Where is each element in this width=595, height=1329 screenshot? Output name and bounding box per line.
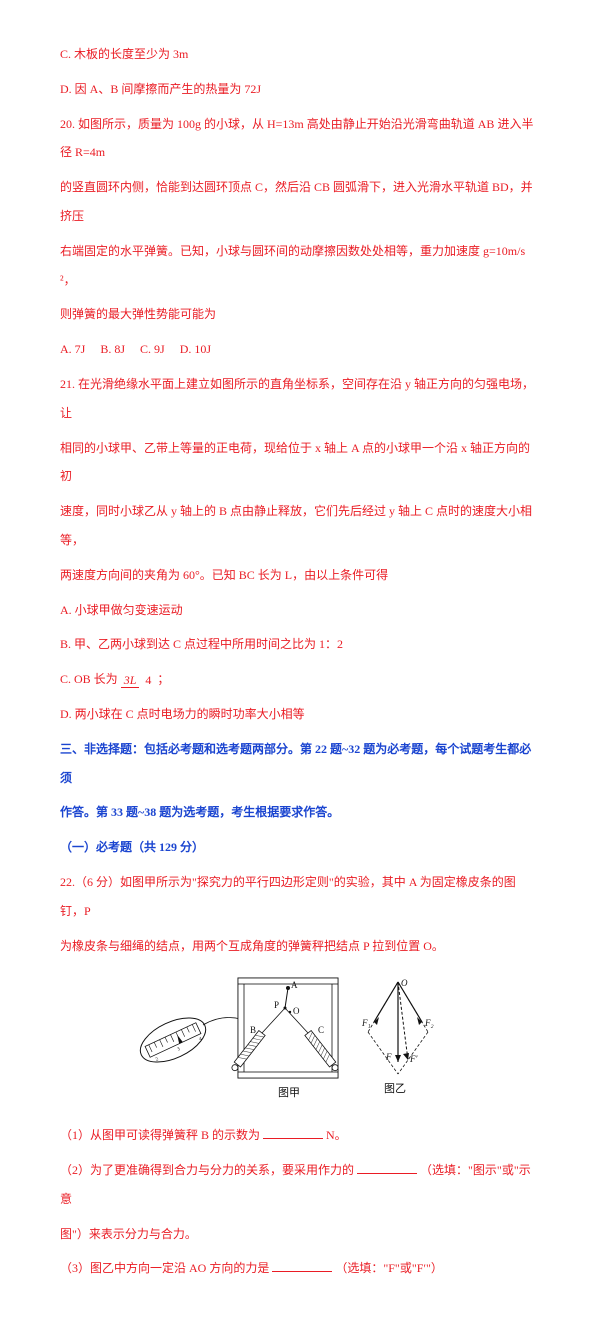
q21-opt-b: B. 甲、乙两小球到达 C 点过程中所用时间之比为 1：2 (60, 630, 535, 659)
label-F2: F₂ (424, 1018, 434, 1028)
q21-line3: 速度，同时小球乙从 y 轴上的 B 点由静止释放，它们先后经过 y 轴上 C 点… (60, 497, 535, 555)
label-F: F (385, 1052, 392, 1062)
fraction-num: 3L (121, 673, 140, 688)
q22-line1: 22.（6 分）如图甲所示为"探究力的平行四边形定则"的实验，其中 A 为固定橡… (60, 868, 535, 926)
figure-yi: F₁ F₂ F F′ O 图乙 (361, 978, 434, 1095)
section-heading-1: 三、非选择题：包括必考题和选考题两部分。第 22 题~32 题为必考题，每个试题… (60, 735, 535, 793)
q21-opt-c-text: C. OB 长为 (60, 672, 118, 686)
q20-opt-d: D. 10J (180, 342, 211, 356)
q21-opt-c: C. OB 长为 3L 4 ； (60, 665, 535, 694)
q20-line1: 20. 如图所示，质量为 100g 的小球，从 H=13m 高处由静止开始沿光滑… (60, 110, 535, 168)
fraction-den: 4 (142, 673, 154, 687)
blank-2 (357, 1162, 417, 1174)
q20-opt-a: A. 7J (60, 342, 85, 356)
figure-jia: A P O (229, 978, 339, 1099)
q22-line2: 为橡皮条与细绳的结点，用两个互成角度的弹簧秤把结点 P 拉到位置 O。 (60, 932, 535, 961)
label-Fp: F′ (409, 1054, 418, 1064)
q21-opt-d: D. 两小球在 C 点时电场力的瞬时功率大小相等 (60, 700, 535, 729)
fraction-3l-4: 3L 4 (121, 674, 155, 687)
q20-line2: 的竖直圆环内侧，恰能到达圆环顶点 C，然后沿 CB 圆弧滑下，进入光滑水平轨道 … (60, 173, 535, 231)
q20-options: A. 7J B. 8J C. 9J D. 10J (60, 335, 535, 364)
label-Op: O (401, 978, 408, 988)
option-d-q19: D. 因 A、B 间摩擦而产生的热量为 72J (60, 75, 535, 104)
label-C: C (318, 1025, 324, 1035)
q22-sub2-line1: （2）为了更准确得到合力与分力的关系，要采用作力的 （选填："图示"或"示意 (60, 1156, 535, 1214)
caption-jia: 图甲 (278, 1086, 300, 1099)
q21-line2: 相同的小球甲、乙带上等量的正电荷，现给位于 x 轴上 A 点的小球甲一个沿 x … (60, 434, 535, 492)
label-B: B (250, 1025, 256, 1035)
q22-sub1: （1）从图甲可读得弹簧秤 B 的示数为 N。 (60, 1121, 535, 1150)
caption-yi: 图乙 (384, 1082, 406, 1095)
label-O: O (293, 1006, 300, 1016)
q22-sub3: （3）图乙中方向一定沿 AO 方向的力是 （选填："F"或"F′"） (60, 1254, 535, 1283)
q22-sub3-text: （3）图乙中方向一定沿 AO 方向的力是 (60, 1261, 269, 1275)
label-A: A (291, 980, 298, 990)
q20-line3: 右端固定的水平弹簧。已知，小球与圆环间的动摩擦因数处处相等，重力加速度 g=10… (60, 237, 535, 295)
q22-sub1-text: （1）从图甲可读得弹簧秤 B 的示数为 (60, 1128, 260, 1142)
q20-line4: 则弹簧的最大弹性势能可能为 (60, 300, 535, 329)
q20-opt-b: B. 8J (100, 342, 125, 356)
q22-sub3-tail: （选填："F"或"F′"） (335, 1261, 443, 1275)
experiment-figure: 2 3 4 A P O (60, 970, 535, 1111)
gauge-closeup: 2 3 4 (138, 1009, 212, 1071)
section-heading-3: （一）必考题（共 129 分） (60, 833, 535, 862)
q21-line1: 21. 在光滑绝缘水平面上建立如图所示的直角坐标系，空间存在沿 y 轴正方向的匀… (60, 370, 535, 428)
q22-sub1-unit: N。 (326, 1128, 347, 1142)
q20-opt-c: C. 9J (140, 342, 165, 356)
q21-opt-a: A. 小球甲做匀变速运动 (60, 596, 535, 625)
q22-sub2-line2: 图"）来表示分力与合力。 (60, 1220, 535, 1249)
label-P: P (274, 1000, 279, 1010)
q21-line4: 两速度方向间的夹角为 60°。已知 BC 长为 L，由以上条件可得 (60, 561, 535, 590)
q22-sub2-text: （2）为了更准确得到合力与分力的关系，要采用作力的 (60, 1163, 354, 1177)
label-F1: F₁ (361, 1018, 371, 1028)
blank-1 (263, 1127, 323, 1139)
option-c-q19: C. 木板的长度至少为 3m (60, 40, 535, 69)
blank-3 (272, 1261, 332, 1273)
section-heading-2: 作答。第 33 题~38 题为选考题，考生根据要求作答。 (60, 798, 535, 827)
svg-text:3: 3 (176, 1047, 181, 1053)
